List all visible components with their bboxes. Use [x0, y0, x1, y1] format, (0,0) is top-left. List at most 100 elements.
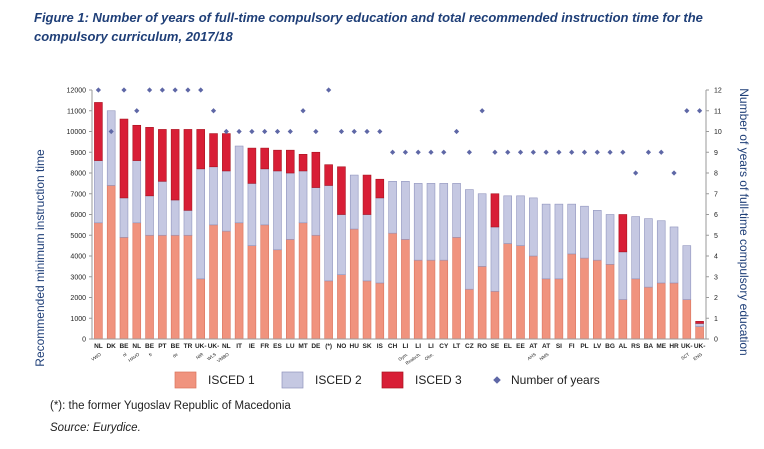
- bar-isced-2: [695, 323, 704, 327]
- x-tick-sublabel: VMBO: [216, 351, 230, 363]
- x-tick-label: CH: [388, 343, 398, 350]
- bar-isced-2: [94, 160, 103, 224]
- y-tick-label: 6000: [70, 212, 86, 219]
- x-tick-label: UK-: [681, 343, 693, 350]
- bar-isced-1: [401, 239, 410, 340]
- bar-isced-3: [132, 124, 142, 161]
- y2-tick-label: 1: [714, 316, 718, 323]
- x-tick-label: NO: [337, 343, 347, 350]
- bar-isced-1: [388, 232, 397, 340]
- bar-isced-1: [132, 222, 142, 340]
- years-point: [633, 170, 639, 176]
- y-tick-label: 11000: [67, 108, 86, 115]
- x-tick-label: BE: [119, 343, 129, 350]
- bar-isced-3: [490, 193, 500, 228]
- y2-tick-label: 2: [714, 295, 718, 302]
- source-value: Eurydice.: [89, 422, 141, 434]
- bar-isced-1: [554, 278, 564, 340]
- source-note: Source: Eurydice.: [50, 422, 141, 434]
- bar-isced-2: [298, 170, 308, 224]
- x-tick-label: (*): [325, 343, 332, 350]
- bar-isced-3: [298, 154, 308, 172]
- bar-isced-2: [337, 214, 346, 275]
- years-point: [645, 149, 652, 155]
- years-point: [569, 149, 575, 155]
- y-tick-label: 10000: [67, 129, 87, 136]
- bar-isced-2: [119, 197, 129, 238]
- x-tick-label: ME: [656, 343, 666, 350]
- years-point: [326, 87, 332, 93]
- years-point: [108, 128, 114, 135]
- x-tick-sublabel: Obe.: [424, 352, 435, 362]
- years-point: [262, 128, 268, 135]
- years-point: [428, 149, 434, 155]
- bar-isced-2: [439, 183, 449, 261]
- bar-isced-3: [158, 129, 167, 182]
- bar-isced-1: [273, 249, 282, 340]
- x-tick-sublabel: de: [172, 351, 179, 358]
- years-point: [121, 87, 127, 93]
- bar-isced-1: [145, 234, 154, 340]
- bar-isced-1: [605, 263, 615, 340]
- bar-isced-2: [413, 183, 423, 261]
- bar-isced-3: [260, 147, 269, 170]
- x-tick-label: DE: [311, 343, 321, 350]
- bar-isced-2: [593, 210, 602, 261]
- bar-isced-1: [106, 185, 116, 340]
- x-tick-label: ES: [273, 343, 282, 350]
- years-point: [517, 149, 524, 155]
- bar-isced-1: [656, 282, 666, 340]
- years-point: [594, 149, 600, 155]
- x-tick-label: IT: [236, 343, 242, 350]
- bar-isced-3: [94, 102, 103, 161]
- bars-layer: [94, 102, 704, 340]
- years-point: [134, 108, 140, 114]
- years-point: [505, 149, 511, 155]
- x-tick-label: UK-: [195, 343, 207, 350]
- bar-isced-1: [529, 255, 538, 340]
- x-tick-label: MT: [298, 343, 307, 350]
- y2-tick-label: 10: [714, 129, 722, 136]
- bar-isced-1: [362, 280, 372, 340]
- bar-isced-3: [375, 178, 385, 199]
- x-tick-sublabel: HAVO: [127, 351, 140, 363]
- x-tick-label: HR: [669, 343, 679, 350]
- x-tick-label: IE: [249, 343, 256, 350]
- bar-isced-1: [644, 286, 653, 340]
- years-point: [492, 149, 498, 155]
- bar-isced-2: [631, 216, 640, 280]
- bar-isced-1: [439, 259, 449, 340]
- bar-isced-1: [695, 326, 704, 340]
- bar-isced-1: [222, 230, 231, 340]
- x-tick-label: UK-: [208, 343, 220, 350]
- x-tick-label: FI: [569, 343, 575, 350]
- x-tick-label: UK-: [694, 343, 706, 350]
- bar-isced-2: [541, 203, 551, 280]
- x-tick-label: SE: [491, 343, 500, 350]
- footnote: (*): the former Yugoslav Republic of Mac…: [50, 400, 291, 412]
- x-tick-sublabel: NMS: [539, 352, 550, 362]
- bar-isced-1: [477, 266, 487, 340]
- bar-isced-2: [158, 181, 167, 236]
- years-point: [377, 128, 383, 135]
- bar-isced-2: [554, 203, 564, 280]
- x-tick-label: SK: [363, 343, 372, 350]
- bar-isced-1: [119, 237, 129, 340]
- years-point: [453, 128, 460, 135]
- bar-isced-2: [273, 170, 282, 251]
- bar-isced-3: [311, 151, 321, 188]
- bar-isced-3: [222, 133, 231, 172]
- x-tick-label: BE: [145, 343, 155, 350]
- bar-isced-2: [567, 203, 576, 255]
- x-tick-label: AL: [619, 343, 628, 350]
- years-point: [607, 149, 613, 155]
- bar-isced-1: [234, 222, 244, 340]
- y2-tick-label: 11: [714, 108, 721, 115]
- x-tick-label: TR: [184, 343, 193, 350]
- y2-tick-label: 5: [714, 233, 718, 240]
- x-tick-sublabel: VWO: [90, 351, 102, 362]
- bar-isced-2: [426, 183, 436, 261]
- bar-isced-3: [196, 129, 205, 170]
- bar-isced-1: [618, 299, 628, 340]
- bar-isced-2: [132, 160, 142, 224]
